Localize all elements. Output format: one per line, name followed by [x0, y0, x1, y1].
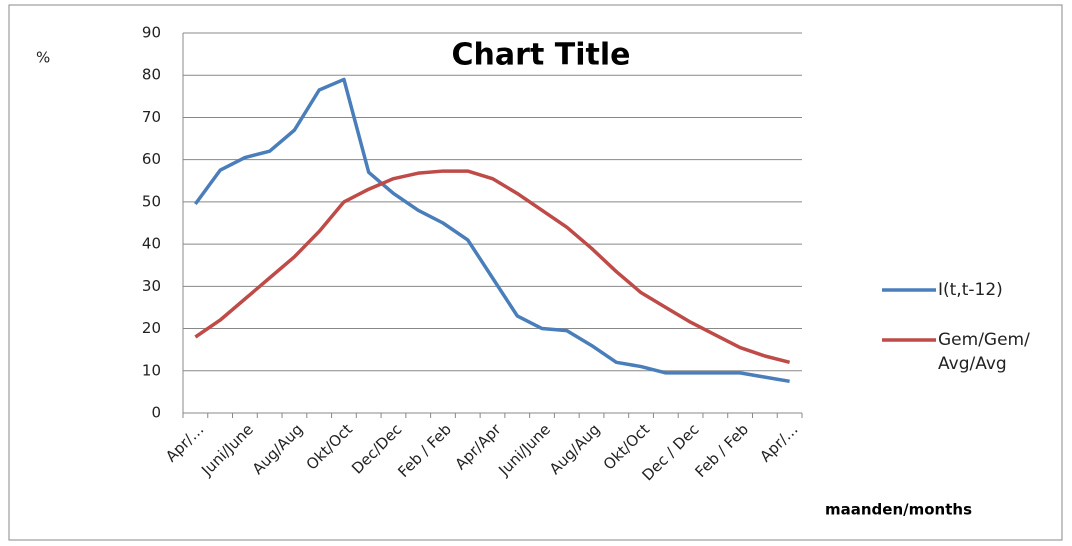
y-tick-label: 10 — [142, 361, 161, 379]
y-tick-label: 90 — [142, 24, 161, 42]
y-tick-label: 30 — [142, 277, 161, 295]
y-tick-label: 60 — [142, 150, 161, 168]
chart-border — [8, 4, 1063, 541]
series-line — [194, 169, 791, 365]
y-tick-label: 0 — [151, 404, 161, 422]
x-axis-label: maanden/months — [825, 501, 972, 519]
legend-label: I(t,t-12) — [938, 280, 1003, 300]
y-tick-label: 80 — [142, 66, 161, 84]
y-tick-label: 70 — [142, 108, 161, 126]
legend-label: Gem/Gem/ Avg/Avg — [938, 330, 1030, 374]
series-line — [193, 77, 790, 384]
y-tick-label: 20 — [142, 319, 161, 337]
y-tick-label: 50 — [142, 192, 161, 210]
y-tick-label: 40 — [142, 235, 161, 253]
chart-title: Chart Title — [452, 38, 631, 73]
y-axis-label: % — [36, 49, 50, 67]
